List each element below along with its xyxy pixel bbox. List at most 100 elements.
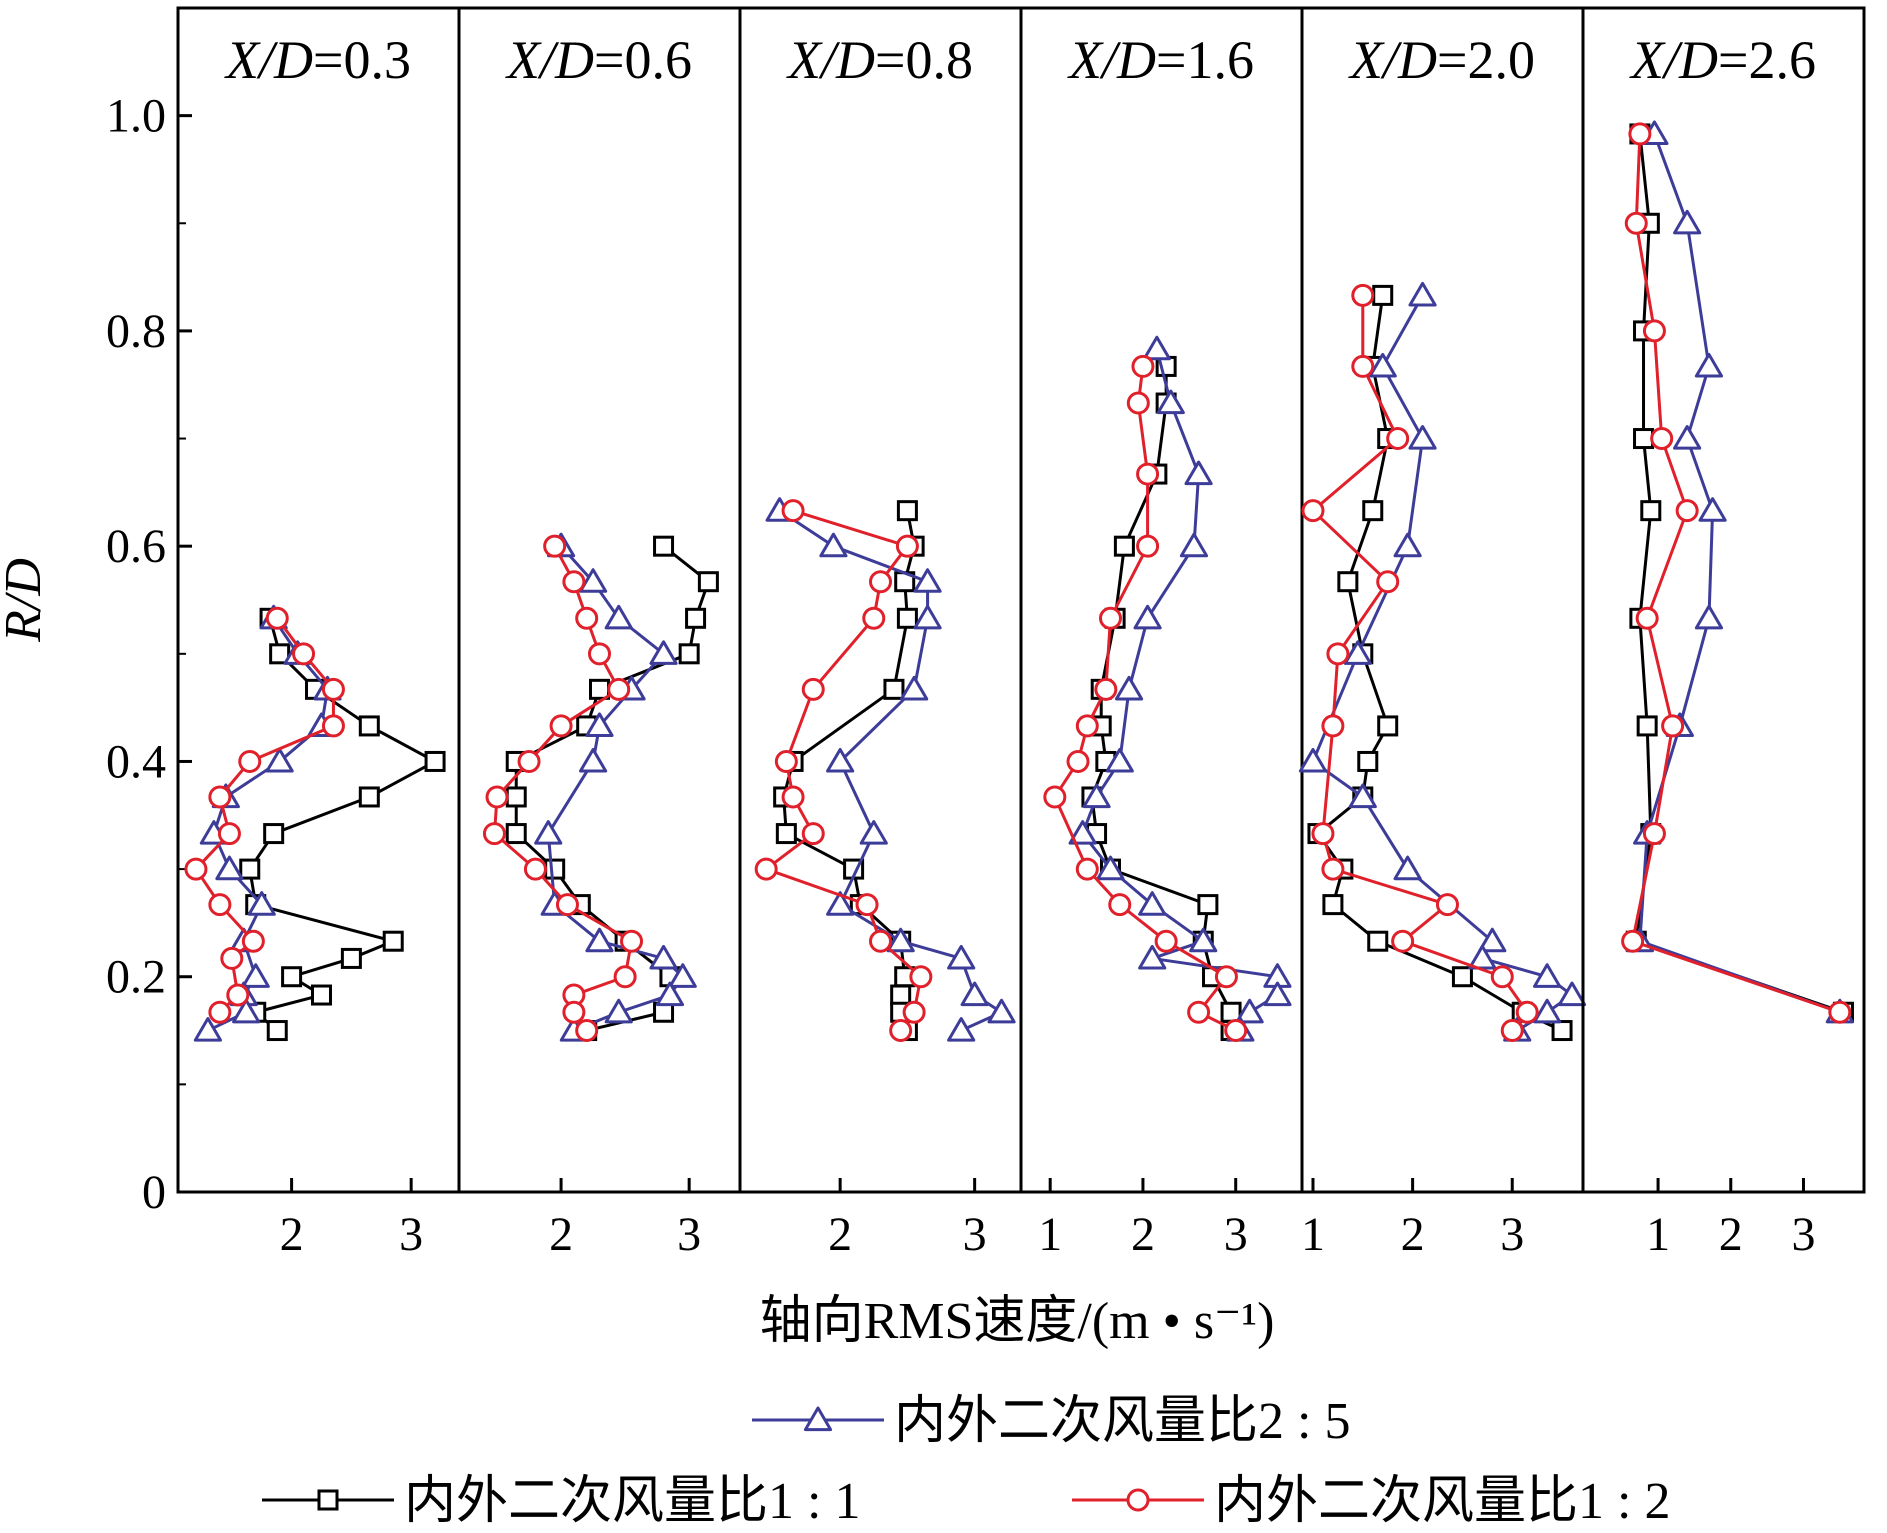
data-point: [1179, 532, 1209, 558]
series-s12: [1043, 354, 1248, 1043]
data-point: [1393, 855, 1422, 881]
data-point: [883, 678, 905, 700]
data-point: [1184, 460, 1213, 486]
data-point: [1098, 606, 1122, 630]
data-point: [578, 568, 608, 593]
data-point: [909, 965, 933, 989]
data-point: [1642, 822, 1666, 846]
data-point: [1224, 1019, 1248, 1043]
x-tick-label: 3: [1224, 1208, 1248, 1261]
y-tick-label: 0.6: [106, 520, 166, 573]
data-point: [241, 929, 265, 953]
data-point: [215, 855, 244, 881]
data-point: [575, 606, 599, 630]
data-point: [1082, 783, 1111, 809]
series-line: [1634, 133, 1844, 1014]
data-point: [649, 640, 678, 665]
data-point: [1131, 354, 1155, 378]
data-point: [220, 946, 244, 970]
data-point: [585, 927, 614, 953]
panel-title: X/D=0.8: [786, 30, 973, 90]
data-point: [1551, 1020, 1573, 1042]
data-point: [1557, 981, 1587, 1007]
series-line: [492, 545, 634, 1032]
data-point: [1066, 749, 1090, 773]
data-point: [890, 984, 912, 1006]
data-point: [1372, 284, 1394, 306]
data-point: [208, 785, 232, 809]
data-point: [1075, 714, 1099, 738]
panel-title: X/D=1.6: [1067, 30, 1254, 90]
data-point: [855, 893, 879, 917]
data-point: [1133, 604, 1162, 630]
data-point: [1263, 981, 1292, 1007]
data-point: [1628, 122, 1652, 146]
data-point: [1187, 1000, 1211, 1024]
data-point: [678, 643, 700, 665]
panel-frame: [1581, 6, 1866, 1194]
legend: 内外二次风量比2 : 5 内外二次风量比1 : 1 内外二次风量比1 : 2: [262, 1393, 1670, 1530]
data-point: [859, 820, 888, 845]
data-point: [1828, 1000, 1852, 1024]
panel-frame: [1019, 6, 1304, 1194]
data-point: [575, 1019, 599, 1043]
data-point: [754, 857, 778, 881]
data-point: [482, 822, 506, 846]
data-point: [358, 786, 380, 808]
panel-title: X/D=0.3: [224, 30, 411, 90]
data-point: [217, 822, 241, 846]
data-point: [238, 749, 262, 773]
legend-marker: [803, 1406, 833, 1432]
data-point: [208, 1000, 232, 1024]
data-point: [604, 604, 633, 630]
data-point: [607, 677, 631, 701]
data-point: [1694, 352, 1724, 378]
x-tick-label: 2: [1719, 1208, 1743, 1261]
data-point: [987, 998, 1016, 1024]
data-point: [1624, 211, 1648, 235]
data-point: [1114, 675, 1144, 701]
data-point: [889, 1019, 913, 1043]
data-point: [1214, 965, 1238, 989]
data-point: [555, 893, 579, 917]
panel-frame: [738, 6, 1023, 1194]
legend-label: 内外二次风量比2 : 5: [894, 1393, 1350, 1450]
x-tick-label: 2: [1131, 1208, 1155, 1261]
data-point: [226, 983, 250, 1007]
x-tick-label: 2: [280, 1208, 304, 1261]
data-point: [896, 607, 918, 629]
data-point: [1408, 281, 1437, 307]
data-point: [1368, 352, 1397, 378]
data-point: [620, 929, 644, 953]
data-point: [1311, 822, 1335, 846]
data-point: [826, 747, 855, 773]
series-s11: [505, 535, 719, 1042]
data-point: [1142, 335, 1171, 361]
x-tick-label: 3: [963, 1208, 987, 1261]
plot-area: 00.20.40.60.81.0X/D=0.32 3X/D=0.62 3X/D=0.…: [106, 6, 1866, 1261]
data-point: [1154, 929, 1178, 953]
data-point: [1043, 785, 1067, 809]
data-point: [269, 643, 291, 665]
data-point: [1343, 640, 1372, 665]
series-s12: [1301, 283, 1539, 1043]
series-line: [1631, 133, 1841, 1014]
data-point: [1391, 929, 1415, 953]
data-point: [1189, 927, 1218, 953]
data-point: [578, 747, 608, 773]
panel-title-var: X/D: [1067, 30, 1156, 90]
data-point: [1533, 998, 1562, 1024]
legend-item-s11: 内外二次风量比1 : 1: [262, 1473, 860, 1530]
data-point: [1136, 534, 1160, 558]
panel-title-var: X/D: [1348, 30, 1437, 90]
data-point: [1478, 927, 1507, 953]
x-tick-label: 2: [549, 1208, 573, 1261]
data-point: [1321, 714, 1345, 738]
panel-frame: [457, 6, 742, 1194]
x-tick-label: 1: [1646, 1208, 1670, 1261]
data-point: [1301, 499, 1325, 523]
data-point: [947, 944, 976, 970]
data-point: [1235, 998, 1264, 1024]
panel-title-value: =2.0: [1437, 30, 1535, 90]
data-point: [1490, 965, 1514, 989]
